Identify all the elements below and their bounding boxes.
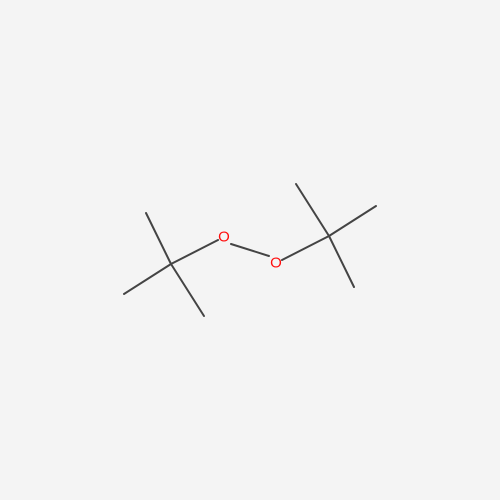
bond-left-carbon-oxygen [170, 239, 219, 265]
bond-right-methyl-bottom [328, 235, 355, 288]
bond-left-methyl-left [123, 263, 172, 295]
bond-right-methyl-right [328, 205, 377, 237]
oxygen-atom-left: O [218, 229, 230, 246]
bond-oxygen-oxygen [230, 243, 270, 257]
bond-right-oxygen-carbon [281, 235, 330, 261]
oxygen-atom-right: O [270, 255, 282, 272]
bond-left-methyl-bottom [170, 263, 205, 317]
bond-left-methyl-top [145, 212, 172, 265]
bond-right-methyl-top [295, 183, 330, 237]
